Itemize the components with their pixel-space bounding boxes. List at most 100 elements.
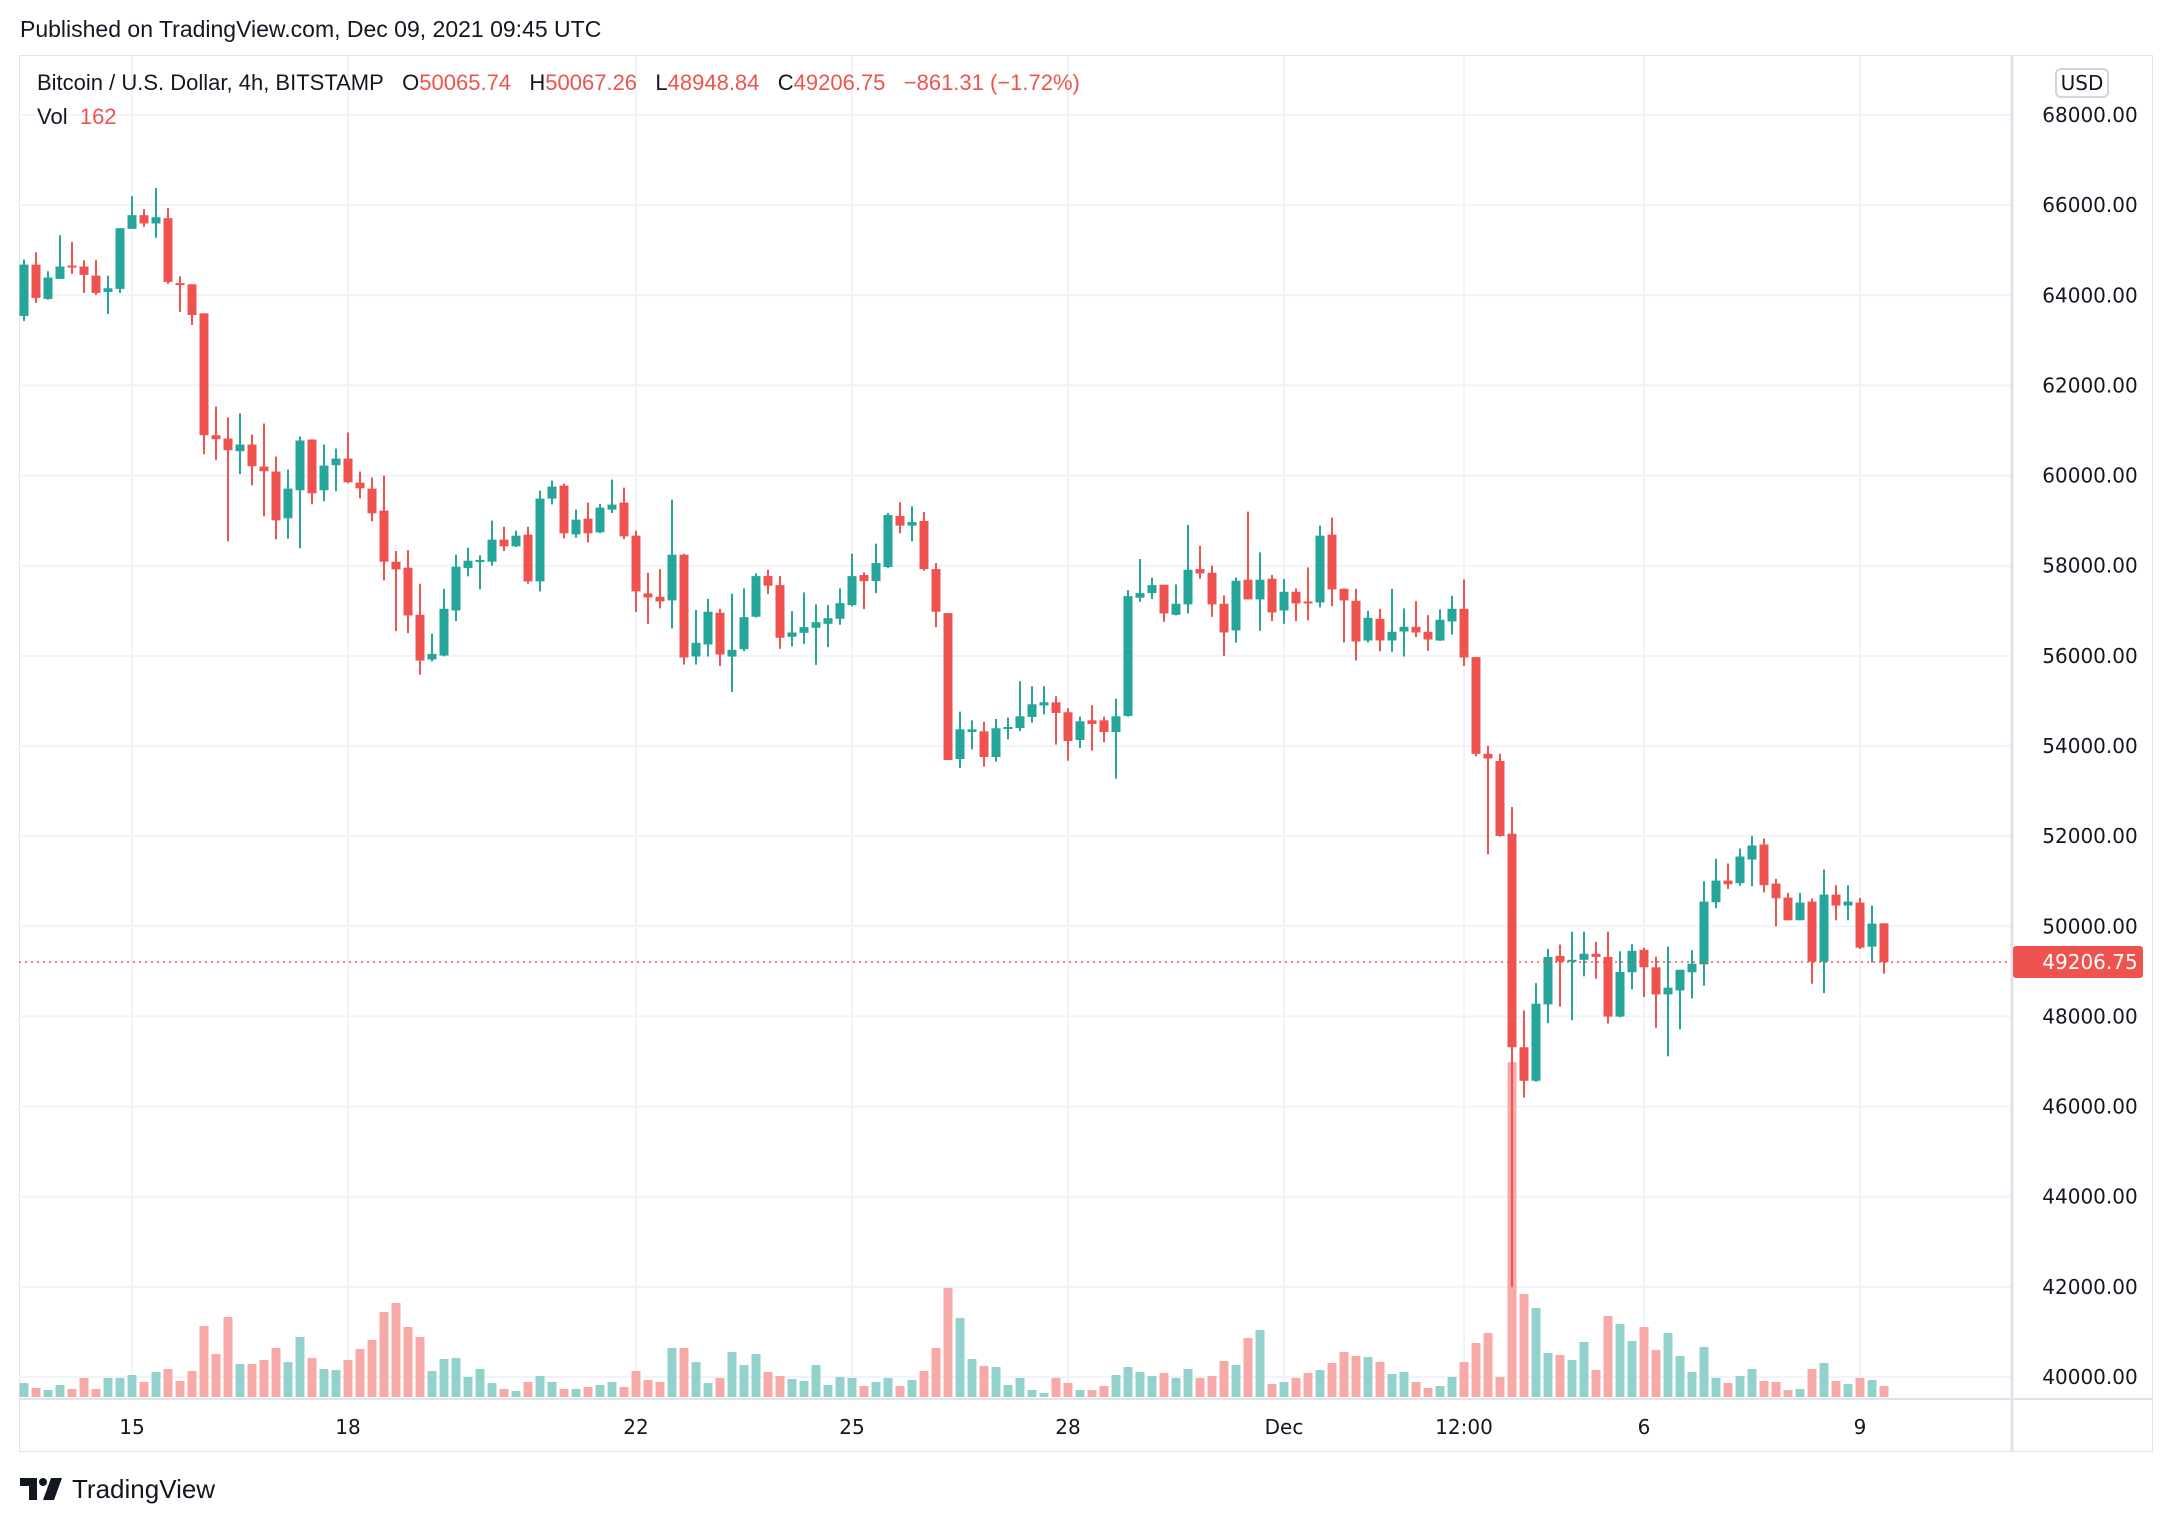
candle-body[interactable] [787, 632, 797, 637]
candle-body[interactable] [283, 488, 293, 519]
candle-body[interactable] [1279, 591, 1289, 611]
candle-body[interactable] [175, 283, 185, 286]
candle-body[interactable] [1627, 950, 1637, 973]
candle-body[interactable] [1843, 901, 1853, 906]
candle-body[interactable] [1099, 720, 1109, 732]
candle-body[interactable] [1003, 726, 1013, 729]
candle-body[interactable] [1651, 967, 1661, 995]
candle-body[interactable] [799, 627, 809, 633]
candle-body[interactable] [691, 642, 701, 657]
candle-body[interactable] [319, 465, 329, 491]
candle-body[interactable] [1207, 572, 1217, 605]
candle-body[interactable] [1123, 596, 1133, 716]
candle-body[interactable] [271, 471, 281, 521]
candle-body[interactable] [1543, 956, 1553, 1005]
candle-body[interactable] [967, 729, 977, 732]
candle-body[interactable] [163, 218, 173, 282]
candle-body[interactable] [439, 608, 449, 656]
candle-body[interactable] [55, 266, 65, 279]
candle-body[interactable] [1747, 845, 1757, 860]
candle-body[interactable] [1699, 901, 1709, 965]
candle-body[interactable] [1795, 902, 1805, 921]
candle-body[interactable] [1387, 631, 1397, 641]
candle-body[interactable] [655, 596, 665, 602]
candle-body[interactable] [1807, 901, 1817, 962]
candle-body[interactable] [871, 563, 881, 582]
candle-body[interactable] [1495, 761, 1505, 836]
candle-body[interactable] [847, 576, 857, 606]
candle-body[interactable] [763, 576, 773, 586]
candle-body[interactable] [1603, 956, 1613, 1017]
candle-body[interactable] [643, 593, 653, 598]
candle-body[interactable] [1339, 588, 1349, 601]
candle-body[interactable] [403, 567, 413, 616]
candle-body[interactable] [19, 264, 29, 316]
candle-body[interactable] [43, 277, 53, 299]
candle-body[interactable] [139, 215, 149, 224]
candle-body[interactable] [991, 728, 1001, 757]
candle-body[interactable] [1255, 579, 1265, 600]
candle-body[interactable] [103, 288, 113, 292]
candle-body[interactable] [715, 612, 725, 655]
candle-body[interactable] [343, 458, 353, 483]
candle-body[interactable] [583, 518, 593, 534]
candle-body[interactable] [1015, 716, 1025, 728]
candle-body[interactable] [1351, 600, 1361, 642]
candle-body[interactable] [127, 215, 137, 229]
candle-body[interactable] [667, 554, 677, 601]
candle-body[interactable] [1375, 618, 1385, 641]
candle-body[interactable] [1675, 969, 1685, 991]
candle-body[interactable] [1243, 579, 1253, 600]
candle-body[interactable] [679, 554, 689, 658]
candle-body[interactable] [1783, 897, 1793, 921]
candle-body[interactable] [1051, 702, 1061, 713]
candle-body[interactable] [1183, 569, 1193, 605]
candle-body[interactable] [1447, 608, 1457, 622]
candle-body[interactable] [1687, 963, 1697, 973]
candle-body[interactable] [1267, 578, 1277, 613]
candle-body[interactable] [79, 266, 89, 275]
candle-body[interactable] [1591, 953, 1601, 957]
candle-body[interactable] [1363, 617, 1373, 641]
candle-body[interactable] [1303, 601, 1313, 604]
candle-body[interactable] [595, 507, 605, 533]
candle-body[interactable] [955, 729, 965, 760]
candle-body[interactable] [1195, 569, 1205, 574]
candle-body[interactable] [1027, 704, 1037, 717]
candle-body[interactable] [1711, 880, 1721, 903]
candle-body[interactable] [1531, 1003, 1541, 1081]
candle-body[interactable] [1291, 591, 1301, 604]
candle-body[interactable] [571, 519, 581, 535]
candle-body[interactable] [1147, 585, 1157, 594]
candle-body[interactable] [559, 485, 569, 534]
candle-body[interactable] [499, 539, 509, 547]
candle-body[interactable] [463, 560, 473, 569]
candle-body[interactable] [235, 444, 245, 452]
candle-body[interactable] [355, 482, 365, 489]
candle-body[interactable] [1555, 955, 1565, 962]
tradingview-logo[interactable]: TradingView [20, 1472, 215, 1506]
candle-body[interactable] [1867, 923, 1877, 947]
candle-body[interactable] [307, 439, 317, 494]
candle-body[interactable] [151, 217, 161, 224]
candle-body[interactable] [607, 504, 617, 510]
currency-button[interactable]: USD [2055, 68, 2109, 98]
candle-body[interactable] [1087, 720, 1097, 724]
candle-body[interactable] [919, 520, 929, 570]
candle-body[interactable] [427, 653, 437, 660]
candle-body[interactable] [1411, 626, 1421, 633]
candle-body[interactable] [619, 502, 629, 537]
candle-body[interactable] [979, 731, 989, 757]
candle-body[interactable] [475, 560, 485, 563]
candle-body[interactable] [331, 458, 341, 466]
candle-body[interactable] [1579, 953, 1589, 960]
candle-body[interactable] [1159, 584, 1169, 614]
candle-body[interactable] [1663, 987, 1673, 995]
candle-body[interactable] [775, 585, 785, 638]
candle-body[interactable] [1471, 657, 1481, 754]
candle-body[interactable] [931, 569, 941, 612]
candle-body[interactable] [91, 275, 101, 293]
candle-body[interactable] [631, 535, 641, 592]
candle-body[interactable] [259, 466, 269, 472]
